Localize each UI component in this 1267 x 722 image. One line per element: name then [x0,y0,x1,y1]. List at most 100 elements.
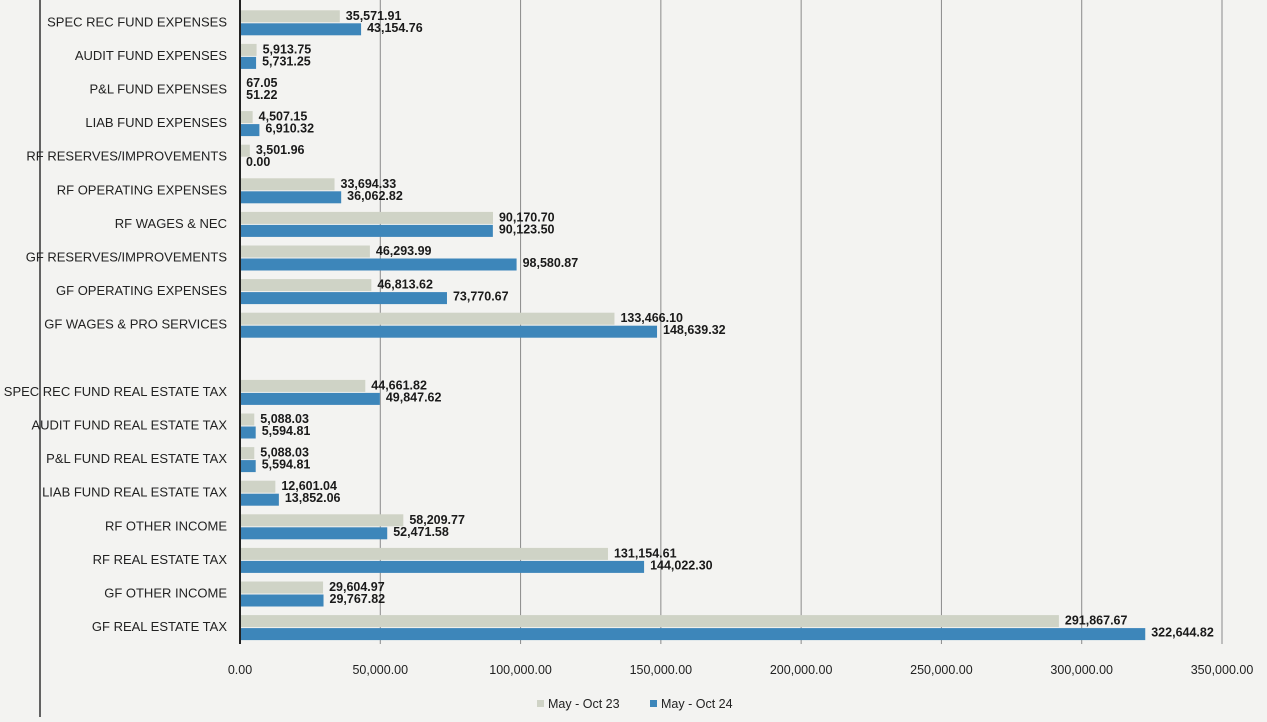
bars [241,10,1146,641]
bar [241,43,257,56]
data-label: 90,170.70 [499,210,555,224]
data-label: 12,601.04 [281,479,337,493]
data-label: 322,644.82 [1151,626,1214,640]
bar [241,191,342,204]
bar [241,581,324,594]
legend: May - Oct 23 May - Oct 24 [537,697,733,711]
x-tick-label: 250,000.00 [910,663,973,677]
bar [241,594,324,607]
category-label: RF RESERVES/IMPROVEMENTS [26,149,227,164]
data-label: 36,062.82 [347,189,403,203]
bar [241,560,645,573]
bar [241,514,404,527]
category-label: GF OTHER INCOME [104,586,227,601]
data-label: 43,154.76 [367,21,423,35]
category-label: RF WAGES & NEC [115,216,227,231]
data-label: 52,471.58 [393,525,449,539]
category-label: RF REAL ESTATE TAX [93,552,228,567]
data-label: 67.05 [246,76,277,90]
category-label: AUDIT FUND EXPENSES [75,48,228,63]
category-label: RF OPERATING EXPENSES [57,182,228,197]
bar [241,527,388,540]
data-label: 46,813.62 [377,278,433,292]
category-label: GF REAL ESTATE TAX [92,619,227,634]
data-label: 73,770.67 [453,290,509,304]
data-label: 13,852.06 [285,491,341,505]
category-labels: SPEC REC FUND EXPENSES AUDIT FUND EXPENSE… [4,14,228,634]
category-label: SPEC REC FUND EXPENSES [47,14,227,29]
data-label: 5,594.81 [262,424,311,438]
data-label: 5,088.03 [260,412,309,426]
bar [241,379,366,392]
data-label: 46,293.99 [376,244,432,258]
legend-label: May - Oct 23 [548,697,620,711]
legend-label: May - Oct 24 [661,697,733,711]
bar [241,124,260,137]
category-label: RF OTHER INCOME [105,518,227,533]
data-label: 291,867.67 [1065,614,1128,628]
data-label: 29,604.97 [329,580,385,594]
bar [241,628,1146,641]
category-label: P&L FUND REAL ESTATE TAX [46,451,227,466]
data-label: 148,639.32 [663,323,726,337]
bar [241,258,517,271]
x-tick-label: 350,000.00 [1191,663,1254,677]
bar [241,245,370,258]
data-label: 51.22 [246,88,277,102]
bar [241,211,493,224]
data-label: 6,910.32 [265,122,314,136]
legend-swatch [650,700,657,707]
data-label: 5,594.81 [262,458,311,472]
category-label: SPEC REC FUND REAL ESTATE TAX [4,384,228,399]
x-tick-label: 0.00 [228,663,252,677]
bar [241,178,335,191]
data-label: 35,571.91 [346,9,402,23]
bar [241,325,658,338]
bar [241,144,250,157]
bar [241,460,256,473]
data-label: 33,694.33 [341,177,397,191]
data-label: 3,501.96 [256,143,305,157]
bar [241,615,1059,628]
category-label: LIAB FUND REAL ESTATE TAX [42,485,227,500]
x-tick-label: 100,000.00 [489,663,552,677]
data-label: 144,022.30 [650,558,713,572]
gridlines [379,0,1223,644]
bar [241,413,255,426]
data-label: 131,154.61 [614,546,677,560]
bar [241,426,256,439]
data-label: 0.00 [246,155,270,169]
category-label: AUDIT FUND REAL ESTATE TAX [31,418,227,433]
data-label: 98,580.87 [523,256,579,270]
bar [241,447,255,460]
x-axis-ticks: 0.00 50,000.00 100,000.00 150,000.00 200,000… [228,663,1253,677]
bar [241,224,493,237]
bar [241,111,253,124]
data-label: 90,123.50 [499,222,555,236]
bar [241,23,362,36]
bar [241,312,615,325]
data-label: 133,466.10 [620,311,683,325]
x-tick-label: 150,000.00 [630,663,693,677]
category-label: GF RESERVES/IMPROVEMENTS [26,250,228,265]
data-label: 49,847.62 [386,390,442,404]
x-tick-label: 300,000.00 [1050,663,1113,677]
bar [241,493,279,506]
bar [241,56,257,69]
category-label: GF OPERATING EXPENSES [56,283,227,298]
data-label: 5,731.25 [262,54,311,68]
data-label: 5,088.03 [260,446,309,460]
bar [241,10,340,23]
bar [241,292,447,305]
data-label: 5,913.75 [263,42,312,56]
category-label: P&L FUND EXPENSES [89,82,227,97]
value-labels: 35,571.9143,154.765,913.755,731.2567.055… [246,9,1214,640]
bar [241,279,372,292]
category-label: LIAB FUND EXPENSES [85,115,227,130]
legend-swatch [537,700,544,707]
bar [241,480,276,493]
x-tick-label: 200,000.00 [770,663,833,677]
category-label: GF WAGES & PRO SERVICES [44,317,227,332]
